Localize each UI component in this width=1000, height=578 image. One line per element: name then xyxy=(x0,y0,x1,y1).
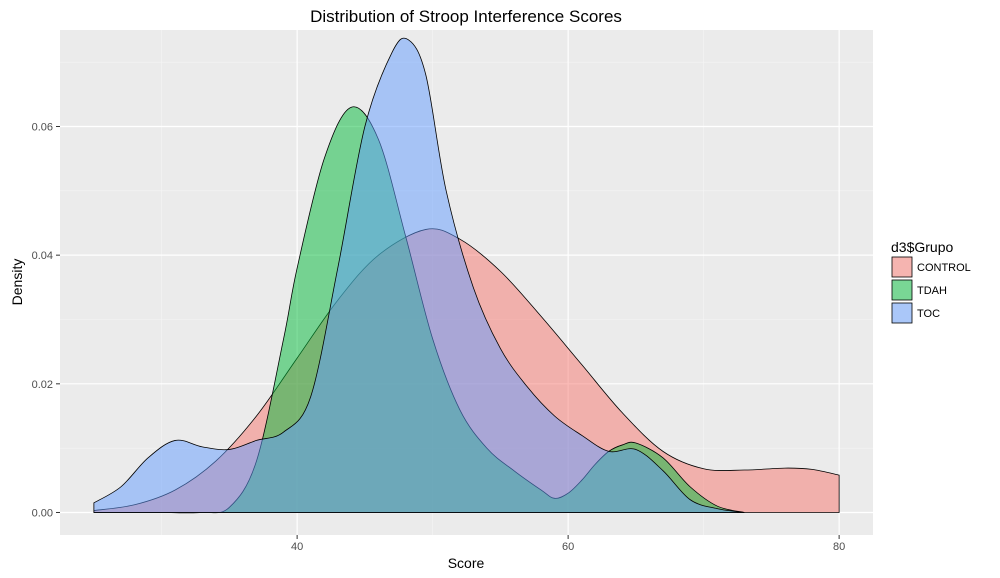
legend-label-tdah: TDAH xyxy=(917,285,947,297)
legend-items: CONTROL TDAH TOC xyxy=(891,256,971,324)
y-axis-title: Density xyxy=(9,259,25,306)
chart-title: Distribution of Stroop Interference Scor… xyxy=(310,7,622,26)
legend-title: d3$Grupo xyxy=(891,239,953,255)
x-tick-label: 40 xyxy=(291,541,303,553)
y-tick-label: 0.02 xyxy=(32,379,53,391)
y-tick-label: 0.06 xyxy=(32,121,53,133)
x-axis: 40 60 80 xyxy=(291,535,845,553)
density-area-toc xyxy=(93,37,745,513)
x-tick-label: 60 xyxy=(562,541,574,553)
legend-label-toc: TOC xyxy=(917,308,940,320)
y-tick-label: 0.04 xyxy=(32,250,53,262)
y-axis: 0.00 0.02 0.04 0.06 xyxy=(32,121,60,519)
legend-key-tdah xyxy=(891,279,913,301)
density-areas xyxy=(93,37,840,514)
legend-key-control xyxy=(891,256,913,278)
legend: d3$Grupo CONTROL TDAH TOC xyxy=(891,239,971,324)
x-tick-label: 80 xyxy=(833,541,845,553)
y-tick-label: 0.00 xyxy=(32,507,53,519)
legend-key-toc xyxy=(891,302,913,324)
legend-label-control: CONTROL xyxy=(917,262,971,274)
x-axis-title: Score xyxy=(448,555,485,571)
